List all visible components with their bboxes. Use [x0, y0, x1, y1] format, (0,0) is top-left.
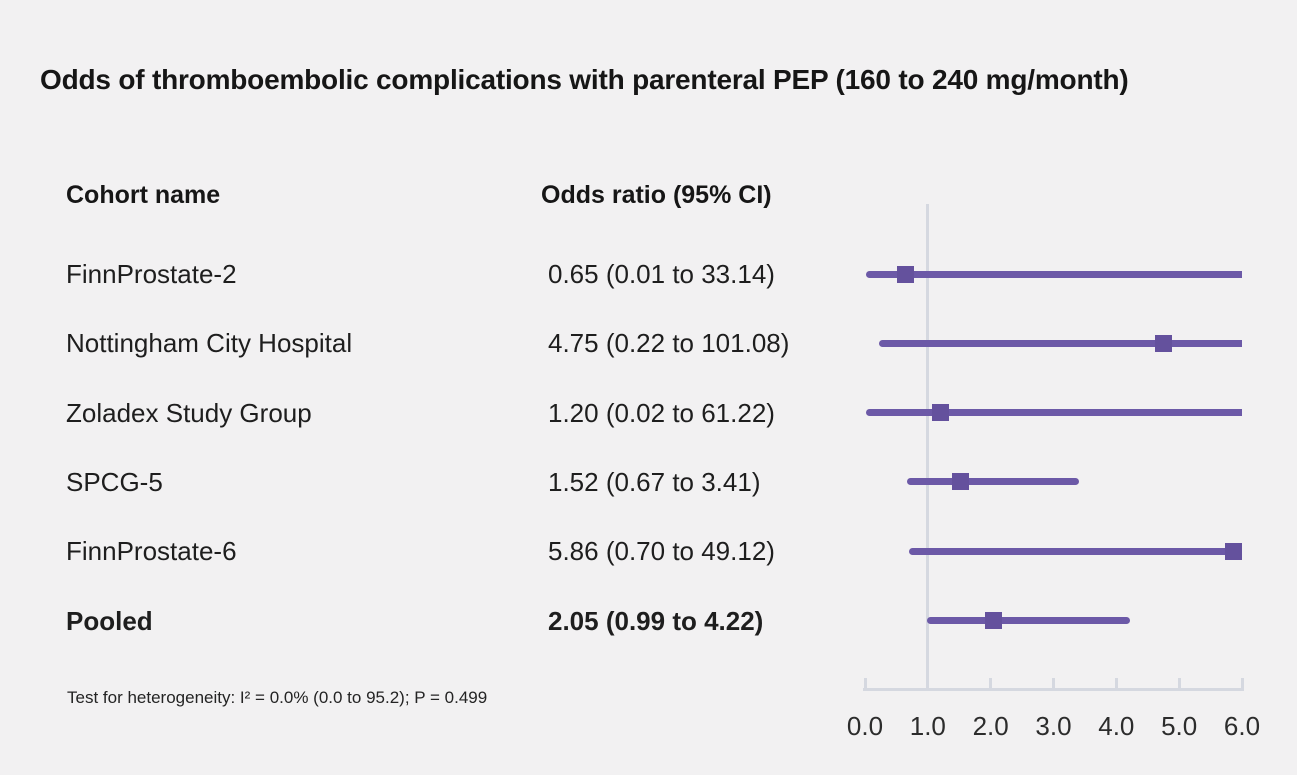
odds-ratio-value: 1.20 (0.02 to 61.22) [548, 397, 775, 428]
odds-ratio-value: 0.65 (0.01 to 33.14) [548, 259, 775, 289]
odds-ratio-value: 4.75 (0.22 to 101.08) [548, 328, 790, 359]
cohort-name: FinnProstate-2 [66, 259, 237, 289]
or-marker [897, 265, 915, 283]
cohort-name: Zoladex Study Group [66, 397, 312, 428]
axis-tick [989, 678, 993, 691]
axis-tick [1114, 678, 1118, 691]
axis-tick [926, 678, 930, 691]
axis-tick-label: 1.0 [909, 711, 946, 741]
axis-tick [1177, 678, 1181, 691]
or-marker [952, 473, 969, 491]
ci-line [866, 409, 1242, 417]
column-header-cohort-name: Cohort name [66, 181, 221, 209]
cohort-name: FinnProstate-6 [66, 536, 237, 567]
odds-ratio-value: 1.52 (0.67 to 3.41) [548, 466, 761, 497]
axis-tick-label: 0.0 [846, 711, 884, 741]
odds-ratio-value: 2.05 (0.99 to 4.22) [548, 605, 764, 636]
or-marker [985, 612, 1003, 629]
axis-tick-label: 6.0 [1223, 711, 1261, 741]
odds-ratio-value: 5.86 (0.70 to 49.12) [548, 536, 775, 567]
ci-line [908, 547, 1242, 555]
or-marker [1224, 542, 1242, 560]
axis-tick [863, 678, 867, 691]
figure-title: Odds of thromboembolic complications wit… [40, 64, 1129, 95]
axis-tick-label: 5.0 [1161, 711, 1198, 741]
cohort-name: Nottingham City Hospital [66, 328, 353, 359]
axis-tick-label: 3.0 [1035, 711, 1072, 741]
axis-tick-label: 4.0 [1098, 711, 1135, 741]
ci-line [865, 270, 1242, 278]
reference-line-at-1 [926, 204, 929, 691]
column-header-odds-ratio: Odds ratio (95% CI) [541, 181, 772, 209]
axis-tick [1240, 678, 1244, 691]
ci-line [927, 617, 1131, 624]
axis-tick-label: 2.0 [972, 711, 1009, 741]
heterogeneity-footnote: Test for heterogeneity: I² = 0.0% (0.0 t… [67, 688, 488, 707]
ci-line [878, 339, 1242, 347]
cohort-name: SPCG-5 [66, 466, 163, 497]
ci-line [907, 478, 1080, 486]
or-marker [931, 404, 949, 422]
axis-tick [1052, 678, 1055, 691]
or-marker [1154, 334, 1172, 352]
cohort-name: Pooled [66, 605, 153, 636]
